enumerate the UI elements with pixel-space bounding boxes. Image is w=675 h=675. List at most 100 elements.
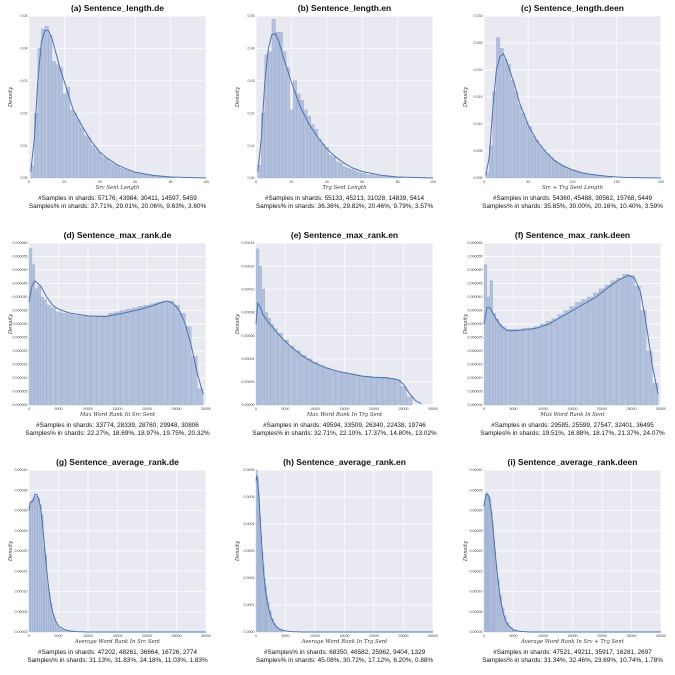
histogram-bar [126, 170, 131, 179]
y-tick-label: 0.00005 [15, 610, 28, 614]
histogram-bar [640, 310, 647, 406]
y-tick-label: 0.000045 [468, 282, 483, 286]
histogram-bar [185, 326, 192, 406]
x-tick-label: 30000 [428, 407, 438, 411]
histogram-bar [324, 147, 329, 179]
y-tick-label: 0.005 [474, 149, 483, 153]
histogram-bar [328, 155, 333, 179]
histogram-bar [359, 375, 366, 406]
y-tick-label: 0.000050 [13, 268, 28, 272]
histogram-bar [51, 61, 56, 179]
histogram-bar [37, 286, 41, 406]
histogram-bar [513, 91, 518, 179]
histogram-bar [37, 48, 42, 179]
histogram-bar [510, 80, 515, 179]
x-tick-label: 5000 [510, 634, 518, 638]
y-tick-label: 0.00014 [242, 241, 255, 245]
histogram-bar [488, 496, 491, 633]
histogram-bar [628, 275, 635, 406]
x-tick-label: 50 [526, 180, 530, 184]
y-tick-label: 0.000020 [468, 349, 483, 353]
histogram-bar [489, 498, 492, 633]
histogram-bar [492, 522, 494, 633]
caption-samples: #Samples in shards: 29585, 25599, 27547,… [491, 422, 654, 429]
y-axis-label: Density [8, 540, 14, 562]
x-tick-label: 25000 [399, 634, 409, 638]
histogram-bar [34, 496, 37, 633]
histogram-bar [122, 169, 127, 179]
histogram-bar [534, 326, 541, 406]
y-tick-label: 0.0004 [244, 522, 255, 526]
histogram-bar [539, 323, 547, 406]
histogram-bar [37, 498, 40, 633]
histogram-bar [258, 494, 260, 633]
y-tick-label: 0.020 [474, 68, 483, 72]
x-tick-label: 20000 [597, 634, 607, 638]
chart-title: (g) Sentence_average_rank.de [56, 457, 179, 467]
y-tick-label: 0.00010 [242, 287, 255, 291]
histogram-bar [331, 156, 336, 179]
histogram-bar [535, 140, 540, 179]
y-tick-label: 0.00025 [470, 529, 483, 533]
histogram-bar [112, 164, 116, 179]
y-tick-label: 0.000060 [468, 241, 483, 245]
chart-title: (e) Sentence_max_rank.en [291, 230, 398, 240]
chart-title: (h) Sentence_average_rank.en [283, 457, 406, 467]
x-axis-label: Average Word Rank In Src Sent [74, 639, 161, 645]
histogram-bar [35, 496, 39, 633]
y-tick-label: 0.025 [474, 41, 483, 45]
y-tick-label: 0.000040 [13, 295, 28, 299]
kde-line [257, 33, 434, 179]
x-tick-label: 15000 [340, 407, 350, 411]
y-tick-label: 0.00025 [15, 529, 28, 533]
histogram-bar [285, 67, 290, 179]
kde-line [483, 274, 659, 395]
histogram-bar [604, 284, 612, 406]
x-tick-label: 100 [203, 180, 209, 184]
histogram-bar [406, 396, 413, 406]
x-axis-label: Src Sent Length [96, 185, 140, 191]
histogram-bar [335, 161, 340, 179]
caption-samples: #Samples in shards: 57176, 43984, 30411,… [38, 195, 197, 202]
y-tick-label: 0.00000 [15, 630, 28, 634]
histogram-bar [489, 280, 493, 406]
histogram-bar [108, 313, 115, 406]
histogram-bar [495, 567, 498, 633]
caption-percentages: Samples% in shards: 22.27%, 18.69%, 18.9… [25, 430, 210, 437]
histogram-bar [61, 313, 68, 406]
x-tick-label: 5000 [55, 634, 63, 638]
y-tick-label: 0.000025 [13, 336, 28, 340]
histogram-bar [137, 306, 145, 406]
kde-line [255, 301, 422, 405]
histogram-bar [506, 64, 511, 179]
histogram-bar [191, 356, 198, 406]
histogram-bar [28, 248, 33, 406]
y-axis-label: Density [463, 86, 469, 108]
histogram-bar [551, 318, 558, 406]
x-axis-label: Max Word Rank In Trg Sent [306, 412, 383, 418]
y-tick-label: 0.02 [21, 111, 28, 115]
x-axis-label: Src + Trg Sent Length [542, 185, 603, 191]
histogram-bar [311, 362, 319, 406]
histogram-bar [261, 289, 265, 406]
y-tick-label: 0.00010 [15, 590, 28, 594]
histogram-bar [28, 506, 31, 633]
histogram-bar [80, 127, 85, 179]
y-tick-label: 0.000060 [13, 241, 28, 245]
histogram-bar [505, 329, 511, 406]
histogram-bar [44, 26, 49, 179]
histogram-bar [79, 315, 86, 406]
histogram-bar [610, 280, 617, 406]
x-tick-label: 15000 [113, 634, 123, 638]
histogram-bar [271, 19, 276, 179]
y-tick-label: 0.00020 [15, 549, 28, 553]
histogram-bar [542, 149, 547, 179]
histogram-bar [53, 619, 56, 633]
histogram-bar [522, 327, 529, 406]
chart-panel-6: (f) Sentence_max_rank.deen 0 5000 10000 1500… [463, 230, 666, 437]
histogram-bar [510, 329, 517, 406]
y-tick-label: 0.00035 [470, 488, 483, 492]
histogram-bar [646, 350, 653, 406]
histogram-bar [300, 355, 307, 406]
